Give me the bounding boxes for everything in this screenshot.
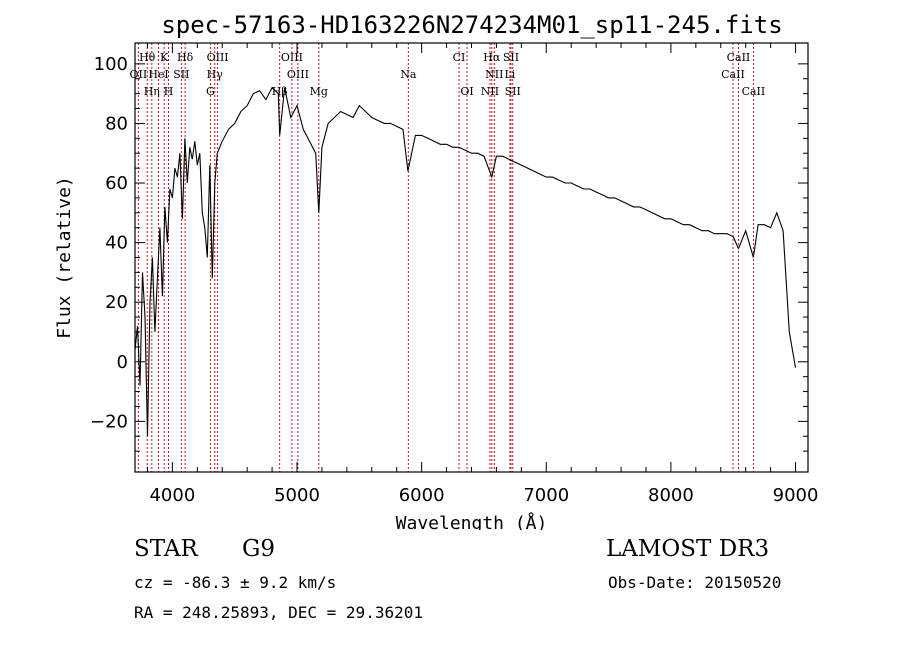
spectral-line-label: CI — [453, 51, 466, 64]
spectral-line-label: OII — [130, 68, 148, 81]
spectral-line-label: H — [164, 85, 174, 98]
spectral-class-label: G9 — [242, 536, 276, 562]
spectral-line-label: Mg — [310, 85, 328, 98]
y-tick-label: −20 — [90, 411, 128, 432]
object-type-label: STAR — [134, 536, 198, 562]
spectral-line-label: SII — [173, 68, 189, 81]
spectral-line-label: CaII — [721, 68, 745, 81]
x-tick-label: 9000 — [773, 485, 819, 506]
spectral-line-label: SII — [505, 85, 521, 98]
y-tick-label: 60 — [105, 173, 128, 194]
spectral-line-label: CaII — [742, 85, 766, 98]
spectral-line-label: OIII — [287, 68, 309, 81]
spectral-line-label: OI — [460, 85, 473, 98]
spectral-line-label: Hθ — [139, 51, 156, 64]
spectral-line-label: CaII — [727, 51, 751, 64]
spectral-line-label: Hδ — [177, 51, 194, 64]
spectral-line-label: OIII — [281, 51, 303, 64]
y-tick-label: 40 — [105, 233, 128, 254]
survey-label: LAMOST DR3 — [606, 536, 770, 562]
spectrum-chart: spec-57163-HD163226N274234M01_sp11-245.f… — [54, 11, 819, 530]
x-tick-label: 6000 — [399, 485, 445, 506]
x-axis-label: Wavelength (Å) — [396, 512, 548, 530]
spectral-line-label: Hα — [483, 51, 501, 64]
redshift-velocity-label: cz = -86.3 ± 9.2 km/s — [134, 573, 337, 592]
spectral-line-label: K — [160, 51, 169, 64]
spectral-line-label: HeI — [148, 68, 168, 81]
spectral-line-label: Hη — [144, 85, 160, 98]
y-tick-label: 20 — [105, 292, 128, 313]
y-tick-label: 80 — [105, 113, 128, 134]
spectral-line-label: NII — [481, 85, 499, 98]
y-axis-label: Flux (relative) — [54, 176, 75, 339]
spectral-line-label: Li — [504, 68, 515, 81]
chart-title: spec-57163-HD163226N274234M01_sp11-245.f… — [161, 11, 782, 39]
spectral-line-label: OIII — [207, 51, 229, 64]
x-tick-label: 5000 — [274, 485, 320, 506]
spectral-line-label: G — [206, 85, 215, 98]
plot-frame — [134, 42, 809, 473]
spectral-line-label: Hγ — [207, 68, 224, 81]
y-tick-label: 0 — [117, 352, 128, 373]
spectral-line-label: Hβ — [272, 85, 288, 98]
spectrum-series-line — [134, 86, 797, 437]
x-tick-label: 8000 — [648, 485, 694, 506]
x-tick-label: 7000 — [523, 485, 569, 506]
observation-date-label: Obs-Date: 20150520 — [608, 573, 782, 592]
y-tick-label: 100 — [94, 54, 128, 75]
spectral-line-label: NII — [485, 68, 503, 81]
coordinates-label: RA = 248.25893, DEC = 29.36201 — [134, 603, 423, 622]
spectral-line-label: Na — [400, 68, 417, 81]
spectral-line-label: SII — [503, 51, 519, 64]
x-tick-label: 4000 — [149, 485, 195, 506]
